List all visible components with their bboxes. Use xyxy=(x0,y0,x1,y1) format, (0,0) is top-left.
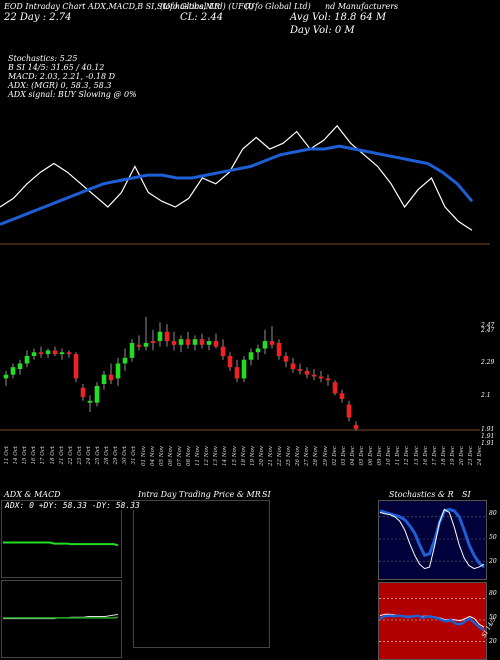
intraday-si-label: SI xyxy=(262,490,271,499)
stoch-axis-50: 50 xyxy=(489,534,497,541)
signal-value: ADX signal: BUY Slowing @ 0% xyxy=(8,90,137,99)
candle-body xyxy=(59,352,65,355)
candle-body xyxy=(73,354,79,379)
stoch-d-line xyxy=(379,508,485,570)
adx-panel-title: ADX & MACD xyxy=(4,490,61,499)
candle-body xyxy=(325,378,331,381)
sector-tail: nd Manufacturers xyxy=(325,2,399,11)
price-label-bottom: 1.91 xyxy=(481,426,495,433)
candle-body xyxy=(24,356,30,364)
price-label-bottom2: 1.91 xyxy=(481,433,495,440)
macd-panel xyxy=(1,580,122,658)
stoch-panel-title: Stochastics & R xyxy=(389,490,454,499)
price-label-bottom3: 1.91 xyxy=(481,440,495,447)
candle-body xyxy=(206,341,212,345)
header-links[interactable]: EOD Intraday Chart ADX,MACD,B SI,Stochas… xyxy=(4,2,220,11)
stoch-si-label: SI xyxy=(462,490,471,499)
candles xyxy=(3,316,359,431)
candle-body xyxy=(227,356,233,368)
si-value: B SI 14/5: 31.65 / 40.12 xyxy=(8,63,105,72)
price-label-mid: 2.29 xyxy=(481,359,495,366)
candle-body xyxy=(164,331,170,342)
candle-body xyxy=(122,357,128,364)
candle-body xyxy=(213,341,219,347)
candle-body xyxy=(255,348,261,353)
candle-body xyxy=(318,376,324,379)
day-change: 22 Day : 2.74 xyxy=(4,12,72,23)
candle-body xyxy=(143,342,149,347)
candle-body xyxy=(346,404,352,418)
macd-value: MACD: 2.03, 2.21, -0.18 D xyxy=(8,72,116,81)
si-line xyxy=(379,614,485,632)
intraday-panel xyxy=(133,500,270,648)
candle-body xyxy=(199,339,205,345)
price-label-low: 2.1 xyxy=(481,392,491,399)
candle-body xyxy=(66,352,72,355)
candle-body xyxy=(262,341,268,349)
candle-body xyxy=(17,363,23,370)
intraday-panel-title: Intra Day Trading Price & MR xyxy=(138,490,261,499)
candle-body xyxy=(171,341,177,345)
stoch-axis-80: 80 xyxy=(489,510,497,517)
adx-values: ADX: 0 +DY: 58.33 -DY: 58.33 xyxy=(4,501,141,510)
macd-signal-line xyxy=(3,616,119,619)
candle-body xyxy=(220,346,226,356)
candle-body xyxy=(311,374,317,377)
candle-body xyxy=(290,363,296,370)
si-axis-50: 50 xyxy=(489,614,497,621)
avg-volume-unit: 64 M xyxy=(360,12,387,23)
price-label-top2: 2.47 xyxy=(481,327,495,334)
candle-body xyxy=(129,342,135,358)
adx-panel xyxy=(1,500,122,578)
symbol-label: (Ufo Global Ltd) (UFO) xyxy=(160,2,254,11)
candle-body xyxy=(45,350,51,355)
candle-body xyxy=(297,369,303,371)
si-axis-80: 80 xyxy=(489,590,497,597)
candle-body xyxy=(38,352,44,355)
si-panel xyxy=(378,582,487,660)
candle-body xyxy=(150,341,156,343)
candle-body xyxy=(10,367,16,375)
si-axis-20: 20 xyxy=(489,638,497,645)
stoch-value: Stochastics: 5.25 xyxy=(8,54,78,63)
close-price: CL: 2.44 xyxy=(180,12,224,23)
day-volume: Day Vol: 0 M xyxy=(290,25,355,36)
stoch-k-line xyxy=(379,507,485,569)
candle-body xyxy=(185,339,191,345)
stoch-axis-20: 20 xyxy=(489,558,497,565)
volume-average-line xyxy=(0,144,474,226)
volume-line xyxy=(0,124,473,231)
candle-body xyxy=(87,400,93,403)
candle-body xyxy=(31,352,37,356)
candle-body xyxy=(3,374,9,379)
candle-body xyxy=(339,393,345,399)
adx-value: ADX: (MGR) 0, 58.3, 58.3 xyxy=(8,81,112,90)
candle-body xyxy=(108,374,114,381)
price-label-top: 2.47 xyxy=(481,322,495,329)
candle-body xyxy=(353,425,359,429)
candle-body xyxy=(241,359,247,379)
price-chart xyxy=(0,124,490,431)
candle-body xyxy=(304,370,310,375)
avg-volume: Avg Vol: 18.8 xyxy=(290,12,357,23)
volume-lines xyxy=(0,124,474,231)
candle-body xyxy=(115,363,121,379)
candle-body xyxy=(234,367,240,379)
adx-line xyxy=(3,541,119,547)
candle-body xyxy=(94,385,100,403)
candle-body xyxy=(283,356,289,362)
candle-body xyxy=(248,352,254,360)
candle-body xyxy=(157,331,163,342)
candle-body xyxy=(52,350,58,355)
candle-body xyxy=(178,339,184,345)
candle-body xyxy=(80,387,86,398)
candle-body xyxy=(332,382,338,394)
candle-body xyxy=(136,344,142,347)
candle-body xyxy=(192,339,198,345)
candle-body xyxy=(276,342,282,356)
company-line: (Ufo Global Ltd) xyxy=(245,2,311,11)
candle-body xyxy=(269,341,275,345)
candle-body xyxy=(101,374,107,384)
